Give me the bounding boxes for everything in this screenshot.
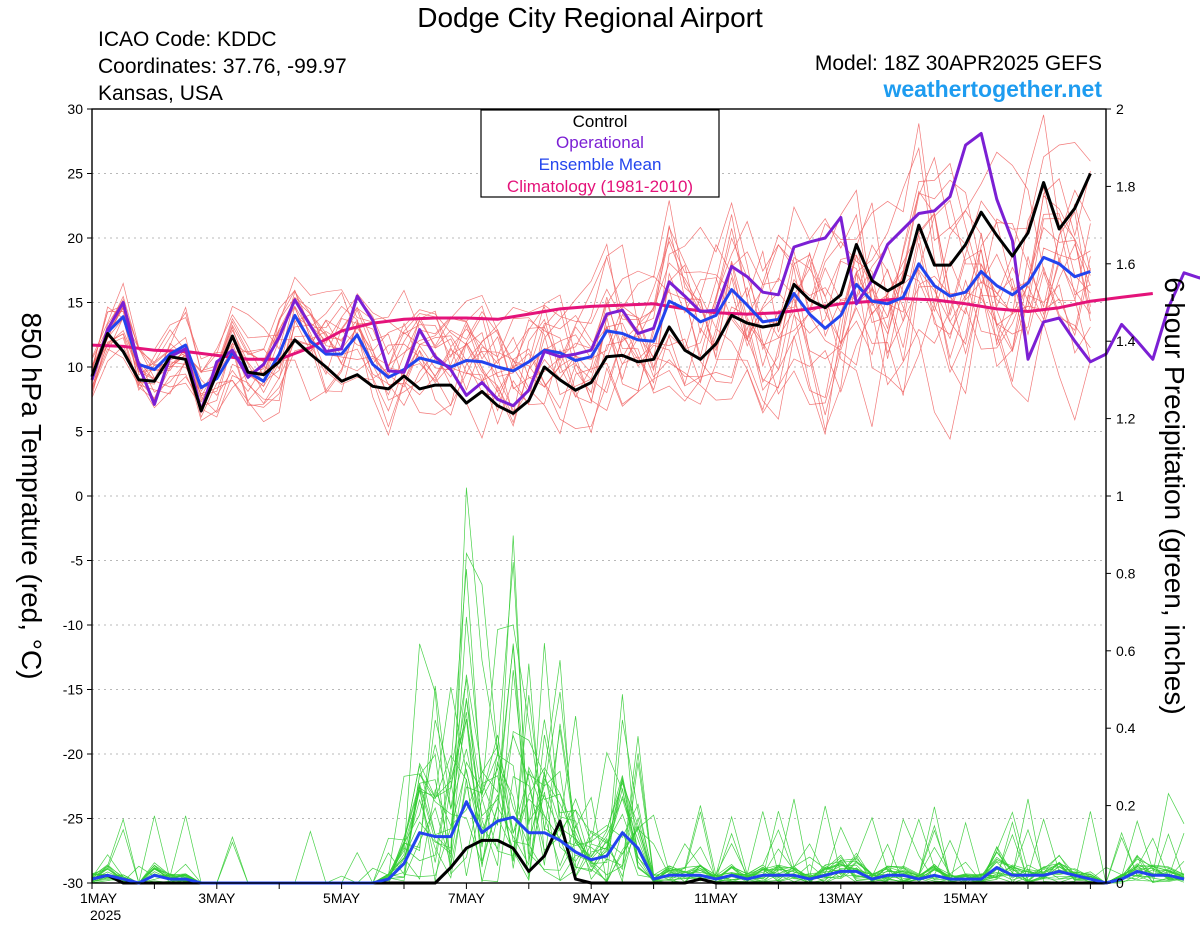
y-tick-label: -25 bbox=[63, 811, 83, 827]
main-series bbox=[90, 132, 1200, 885]
y-tick-label: 5 bbox=[75, 424, 83, 440]
member-temperature-line bbox=[91, 195, 1091, 420]
y-tick-label: -5 bbox=[71, 553, 84, 569]
y-tick-label: 0 bbox=[75, 488, 83, 504]
temperature-operational-line bbox=[90, 132, 1200, 413]
x-tick-label: 15MAY bbox=[943, 890, 989, 906]
y-tick-label: 30 bbox=[67, 101, 83, 117]
region: Kansas, USA bbox=[98, 82, 223, 105]
y-tick-label: -30 bbox=[63, 875, 83, 891]
x-tick-label: 11MAY bbox=[694, 890, 738, 906]
member-temperature-line bbox=[91, 142, 1091, 412]
x-tick-label: 9MAY bbox=[573, 890, 611, 906]
coordinates: Coordinates: 37.76, -99.97 bbox=[98, 55, 347, 78]
y-tick-label: -20 bbox=[63, 746, 83, 762]
member-precipitation-line bbox=[91, 535, 1185, 884]
icao-code: ICAO Code: KDDC bbox=[98, 28, 277, 51]
x-tick-sublabel: 2025 bbox=[90, 907, 121, 923]
y-tick-label: 20 bbox=[67, 230, 83, 246]
y-axis-label: 850 hPa Temprature (red, °C) bbox=[16, 312, 47, 679]
member-temperature-line bbox=[91, 162, 1091, 427]
y2-axis-label: 6-hour Precipitation (green, inches) bbox=[1159, 277, 1190, 714]
temperature-control-line bbox=[90, 172, 1092, 415]
x-tick-label: 1MAY bbox=[80, 890, 118, 906]
member-temperature-line bbox=[91, 189, 1091, 429]
y2-tick-label: 1.4 bbox=[1116, 333, 1136, 349]
legend-box: Control Operational Ensemble Mean Climat… bbox=[480, 109, 720, 198]
y2-tick-label: 0 bbox=[1116, 875, 1124, 891]
right-axis-ticks: 2 1.8 1.6 1.4 1.2 1 0.8 0.6 0.4 0.2 0 bbox=[1106, 101, 1136, 891]
y-tick-label: -15 bbox=[63, 682, 83, 698]
member-temperature-line bbox=[91, 218, 1091, 425]
plot-frame bbox=[91, 108, 1107, 884]
x-tick-label: 3MAY bbox=[198, 890, 236, 906]
site-link[interactable]: weathertogether.net bbox=[883, 76, 1102, 102]
x-tick-label: 13MAY bbox=[818, 890, 864, 906]
y2-tick-label: 0.4 bbox=[1116, 720, 1136, 736]
member-temperature-line bbox=[91, 146, 1091, 432]
y2-tick-label: 0.6 bbox=[1116, 643, 1136, 659]
y2-tick-label: 1 bbox=[1116, 488, 1124, 504]
legend-climatology: Climatology (1981-2010) bbox=[507, 177, 693, 196]
y-tick-label: -10 bbox=[63, 617, 83, 633]
member-temperature-line bbox=[91, 199, 1091, 422]
x-tick-label: 7MAY bbox=[448, 890, 486, 906]
y2-tick-label: 0.8 bbox=[1116, 565, 1136, 581]
model-run: Model: 18Z 30APR2025 GEFS bbox=[814, 52, 1102, 75]
legend-operational: Operational bbox=[556, 133, 644, 152]
member-temperature-line bbox=[91, 171, 1091, 435]
temperature-climatology-line bbox=[91, 292, 1153, 361]
y-tick-label: 10 bbox=[67, 359, 83, 375]
x-tick-label: 5MAY bbox=[323, 890, 361, 906]
member-temperature-line bbox=[91, 186, 1091, 405]
y2-tick-label: 1.2 bbox=[1116, 411, 1136, 427]
ensemble-member-precipitation-lines bbox=[91, 487, 1185, 884]
y2-tick-label: 2 bbox=[1116, 101, 1124, 117]
legend-control: Control bbox=[573, 112, 628, 131]
temperature-ensemble-mean-line bbox=[90, 255, 1091, 390]
chart-title: Dodge City Regional Airport bbox=[417, 2, 763, 33]
member-temperature-line bbox=[91, 200, 1091, 424]
y-tick-label: 15 bbox=[67, 295, 83, 311]
member-precipitation-line bbox=[91, 744, 1185, 884]
y2-tick-label: 1.6 bbox=[1116, 256, 1136, 272]
y2-tick-label: 1.8 bbox=[1116, 178, 1136, 194]
left-axis-ticks: 30 25 20 15 10 5 0 -5 -10 -15 -20 -25 -30 bbox=[63, 101, 92, 891]
member-precipitation-line bbox=[91, 487, 1185, 884]
y2-tick-label: 0.2 bbox=[1116, 798, 1136, 814]
member-precipitation-line bbox=[91, 695, 1185, 884]
member-temperature-line bbox=[91, 226, 1091, 440]
legend-ensemble-mean: Ensemble Mean bbox=[539, 155, 662, 174]
y-tick-label: 25 bbox=[67, 166, 83, 182]
